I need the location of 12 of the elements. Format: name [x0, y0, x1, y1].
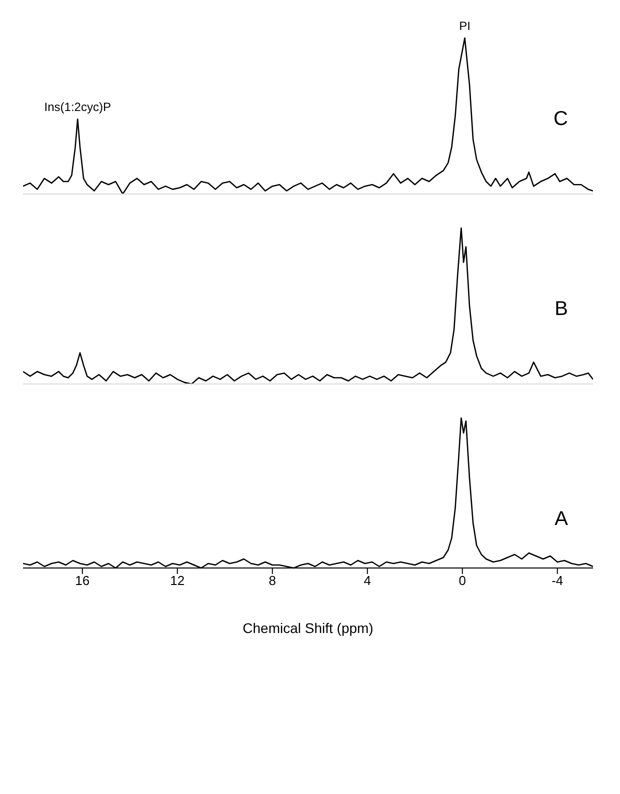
annotation: B [554, 298, 568, 321]
annotation: A [554, 508, 568, 531]
x-tick-label: 0 [458, 573, 466, 588]
x-tick-label: 16 [75, 573, 90, 588]
x-tick-label: 4 [364, 573, 371, 588]
x-tick-label: 12 [170, 573, 185, 588]
annotation: Ins(1:2cyc)P [44, 100, 111, 114]
x-axis-title: Chemical Shift (ppm) [242, 620, 374, 636]
x-tick-label: 8 [268, 573, 276, 588]
annotation: PI [459, 19, 470, 33]
annotation: C [554, 108, 568, 131]
x-tick-label: -4 [552, 573, 564, 588]
